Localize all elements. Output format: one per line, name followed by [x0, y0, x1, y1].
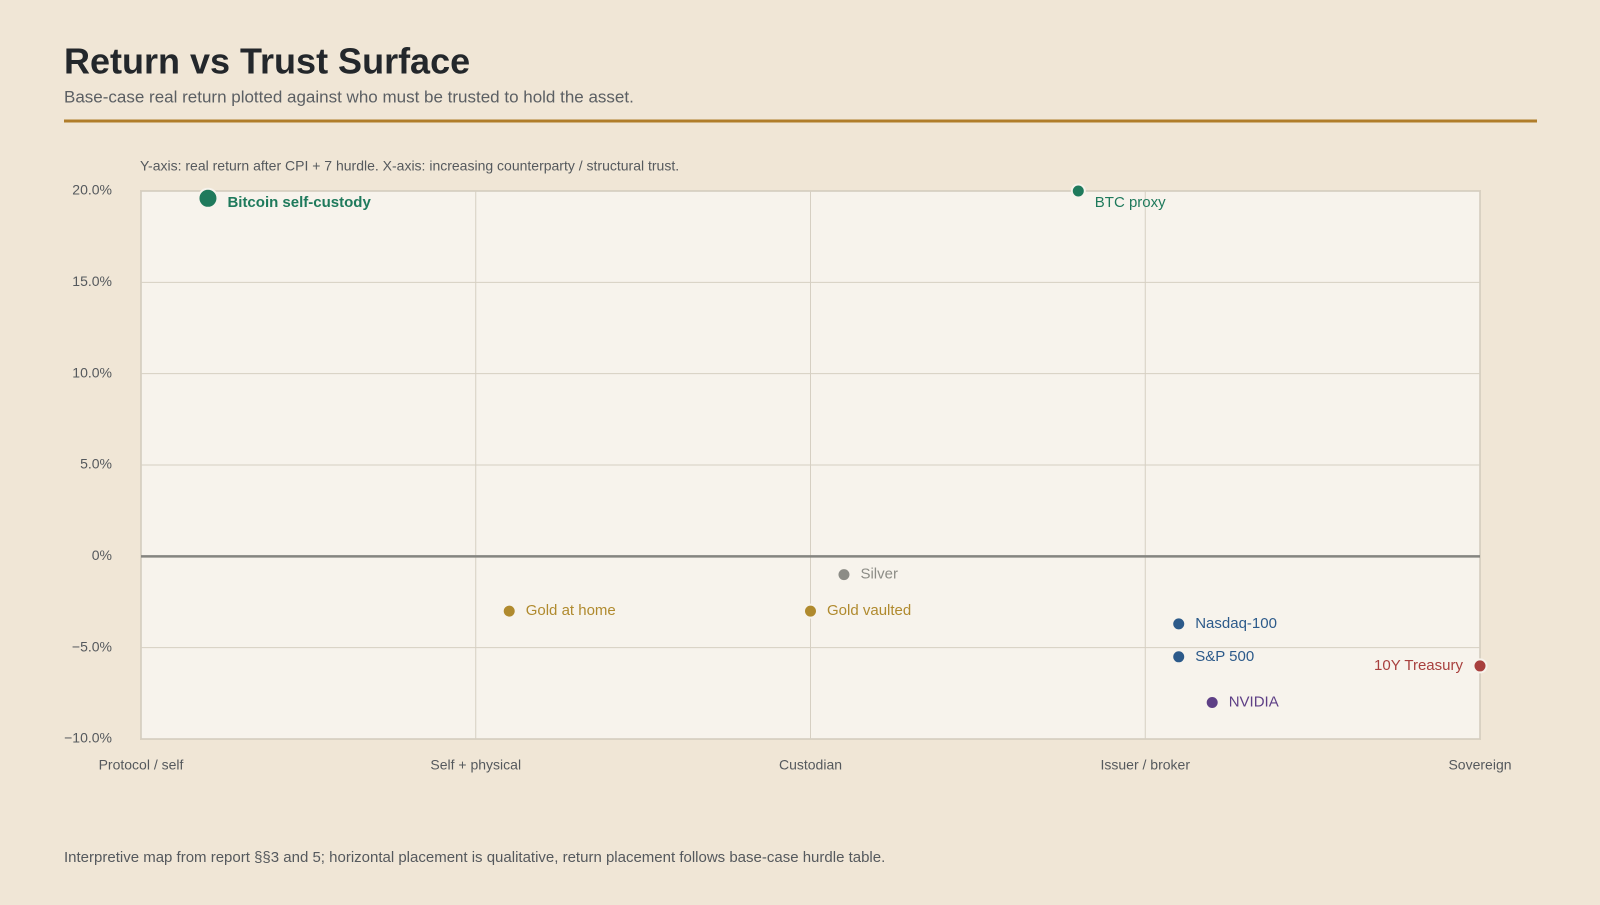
- point-label: Gold at home: [526, 602, 616, 619]
- x-tick-label: Custodian: [779, 757, 842, 773]
- footnote: Interpretive map from report §§3 and 5; …: [64, 849, 885, 866]
- chart-title: Return vs Trust Surface: [64, 41, 470, 82]
- point: [197, 187, 219, 209]
- point-label: NVIDIA: [1229, 693, 1279, 710]
- y-tick-label: 15.0%: [72, 273, 112, 289]
- point-label: Nasdaq-100: [1195, 615, 1277, 632]
- point-label: BTC proxy: [1095, 194, 1166, 211]
- y-tick-label: −5.0%: [72, 638, 112, 654]
- point: [1171, 649, 1187, 665]
- point-label: S&P 500: [1195, 648, 1254, 665]
- y-tick-label: 5.0%: [80, 456, 112, 472]
- y-tick-label: 0%: [92, 547, 112, 563]
- point-label: Bitcoin self-custody: [227, 194, 371, 211]
- point: [836, 567, 852, 583]
- point: [803, 603, 818, 619]
- point-label: Silver: [860, 566, 898, 583]
- point: [1070, 183, 1086, 199]
- y-tick-label: −10.0%: [64, 730, 112, 746]
- x-tick-label: Self + physical: [430, 757, 521, 773]
- point: [1204, 694, 1220, 710]
- chart-subtitle: Base-case real return plotted against wh…: [64, 87, 634, 106]
- point-label: 10Y Treasury: [1374, 657, 1463, 674]
- y-tick-label: 20.0%: [72, 182, 112, 198]
- point-label: Gold vaulted: [827, 602, 911, 619]
- point: [1472, 658, 1488, 674]
- point: [1171, 616, 1187, 632]
- point: [501, 603, 517, 619]
- x-tick-label: Sovereign: [1448, 757, 1511, 773]
- y-tick-label: 10.0%: [72, 364, 112, 380]
- axis-note: Y-axis: real return after CPI + 7 hurdle…: [140, 158, 679, 174]
- x-tick-label: Issuer / broker: [1101, 757, 1191, 773]
- x-tick-label: Protocol / self: [99, 757, 184, 773]
